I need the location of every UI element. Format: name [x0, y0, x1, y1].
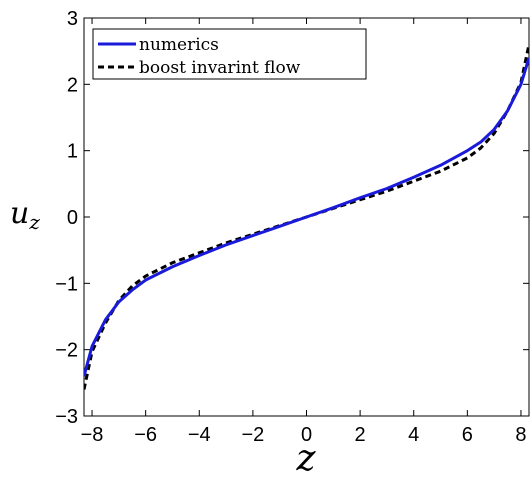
y-tick-label: 3	[67, 8, 78, 30]
x-tick-label: −2	[241, 424, 264, 446]
x-tick-label: 2	[355, 424, 366, 446]
legend-label-boost-invarint-flow: boost invarint flow	[139, 58, 301, 78]
x-tick-label: 0	[301, 424, 312, 446]
y-axis-label-subscript: z	[28, 210, 40, 234]
series-line-numerics	[84, 57, 529, 377]
x-tick-label: −6	[134, 424, 157, 446]
y-axis-label-main: u	[10, 196, 29, 231]
y-tick-label: 2	[67, 74, 78, 96]
series-layer	[84, 44, 529, 390]
y-tick-label: −2	[55, 340, 78, 362]
y-tick-label: −1	[55, 273, 78, 295]
legend-box	[92, 28, 367, 80]
x-axis-label: z	[296, 438, 317, 479]
x-tick-label: 6	[462, 424, 473, 446]
y-tick-label: 0	[67, 207, 78, 229]
axis-ticks	[84, 17, 529, 417]
x-tick-label: 8	[515, 424, 526, 446]
y-tick-label: 1	[67, 141, 78, 163]
x-tick-label: −8	[81, 424, 104, 446]
x-tick-label: −4	[188, 424, 211, 446]
y-tick-label: −3	[55, 406, 78, 428]
y-axis-label: uz	[10, 196, 40, 234]
legend: numerics boost invarint flow	[92, 28, 367, 80]
tick-labels: −8 −6 −4 −2 0 2 4 6 8 −3 −2 −1 0 1 2 3	[55, 8, 526, 446]
x-tick-label: 4	[408, 424, 419, 446]
legend-label-numerics: numerics	[139, 35, 219, 55]
